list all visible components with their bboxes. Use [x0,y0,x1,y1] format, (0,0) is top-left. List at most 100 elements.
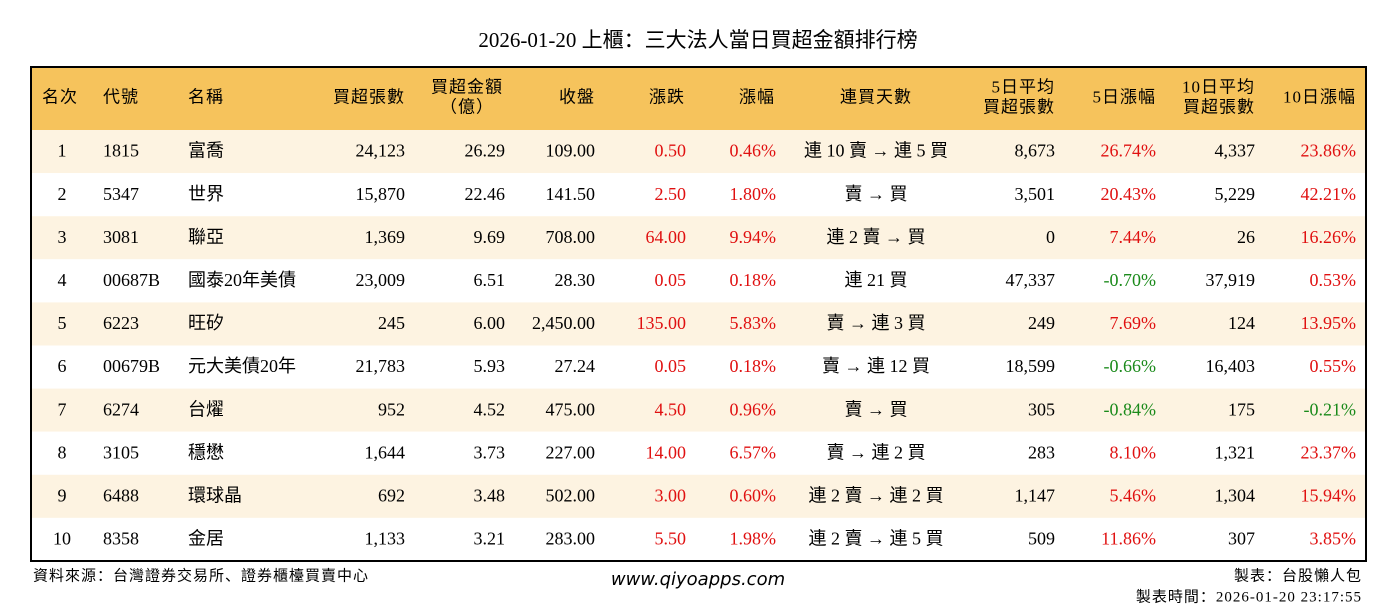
cell: 5347 [103,184,139,204]
cell: 1,147 [1015,485,1056,505]
cell: 0.46% [730,141,777,161]
cell: 6 [58,356,67,376]
cell: 13.95% [1301,313,1357,333]
row-background [31,173,1366,217]
row-background [31,388,1366,432]
cell: 1.98% [730,529,777,549]
cell: 475.00 [546,399,596,419]
row-background [31,216,1366,260]
cell: 0.18% [730,356,777,376]
cell: 22.46 [465,184,506,204]
cell: 元大美債20年 [188,356,296,376]
cell: 20.43% [1101,184,1157,204]
cell: 227.00 [546,442,596,462]
row-background [31,474,1366,518]
cell: 245 [378,313,405,333]
cell: 4.50 [655,399,687,419]
cell: 692 [378,485,405,505]
header-cell: 買超張數 [333,87,405,106]
cell: 賣 → 買 [845,399,908,419]
cell: 7.69% [1110,313,1157,333]
header-row [31,67,1366,130]
cell: 0.05 [655,270,687,290]
cell: 金居 [188,529,224,549]
cell: 11.86% [1101,529,1156,549]
header-cell: 連買天數 [840,87,912,106]
cell: 8,673 [1015,141,1056,161]
cell: 15.94% [1301,485,1357,505]
author: 製表：台股懶人包 [1234,567,1362,584]
website: www.qiyoapps.com [611,569,785,590]
cell: 47,337 [1006,270,1056,290]
header-cell: 名次 [42,87,78,106]
cell: 5.50 [655,529,687,549]
cell: 00679B [103,356,160,376]
cell: 305 [1028,399,1055,419]
cell: 2 [58,184,67,204]
cell: -0.21% [1304,399,1357,419]
cell: 28.30 [555,270,596,290]
cell: 6.57% [730,442,777,462]
cell: 連 2 賣 → 買 [827,227,926,247]
cell: 5.93 [474,356,506,376]
cell: 連 2 賣 → 連 5 買 [809,529,944,549]
cell: 23.37% [1301,442,1357,462]
row-background [31,302,1366,346]
row-background [31,345,1366,389]
cell: 2.50 [655,184,687,204]
time: 製表時間：2026-01-20 23:17:55 [1136,588,1362,605]
cell: 3105 [103,442,139,462]
cell: 15,870 [356,184,406,204]
cell: 37,919 [1206,270,1256,290]
cell: 0.50 [655,141,687,161]
cell: 109.00 [546,141,596,161]
cell: 21,783 [356,356,406,376]
cell: 賣 → 連 3 買 [827,313,926,333]
cell: 5 [58,313,67,333]
header-cell: （億） [440,97,494,116]
cell: 18,599 [1006,356,1056,376]
cell: 27.24 [555,356,596,376]
header-cell: 漲跌 [649,87,685,106]
cell: 賣 → 連 12 買 [822,356,930,376]
row-background [31,517,1366,561]
cell: 283 [1028,442,1055,462]
row-background [31,431,1366,475]
cell: 8 [58,442,67,462]
header-cell: 收盤 [559,87,595,106]
cell: 1 [58,141,67,161]
cell: 3,501 [1015,184,1056,204]
header-cell: 10日漲幅 [1283,87,1356,106]
header-cell: 名稱 [188,87,224,106]
cell: 聯亞 [188,227,224,247]
cell: 26 [1237,227,1255,247]
cell: 249 [1028,313,1055,333]
cell: 14.00 [646,442,687,462]
cell: 旺矽 [188,313,224,333]
cell: 1.80% [730,184,777,204]
cell: 9 [58,485,67,505]
cell: 1815 [103,141,139,161]
row-background [31,259,1366,303]
cell: 3 [58,227,67,247]
cell: 64.00 [646,227,687,247]
cell: 708.00 [546,227,596,247]
cell: 26.29 [465,141,506,161]
header-cell: 買超張數 [983,97,1055,116]
cell: 307 [1228,529,1255,549]
cell: 24,123 [356,141,406,161]
cell: 連 21 買 [845,270,908,290]
cell: 6274 [103,399,139,419]
cell: 8.10% [1110,442,1157,462]
header-cell: 5日平均 [992,77,1056,96]
cell: 環球晶 [188,485,242,505]
cell: 賣 → 買 [845,184,908,204]
cell: 6.51 [474,270,506,290]
cell: 1,644 [365,442,406,462]
cell: 3.21 [474,529,506,549]
cell: 9.69 [474,227,506,247]
cell: 509 [1028,529,1055,549]
cell: 5.83% [730,313,777,333]
cell: 42.21% [1301,184,1357,204]
